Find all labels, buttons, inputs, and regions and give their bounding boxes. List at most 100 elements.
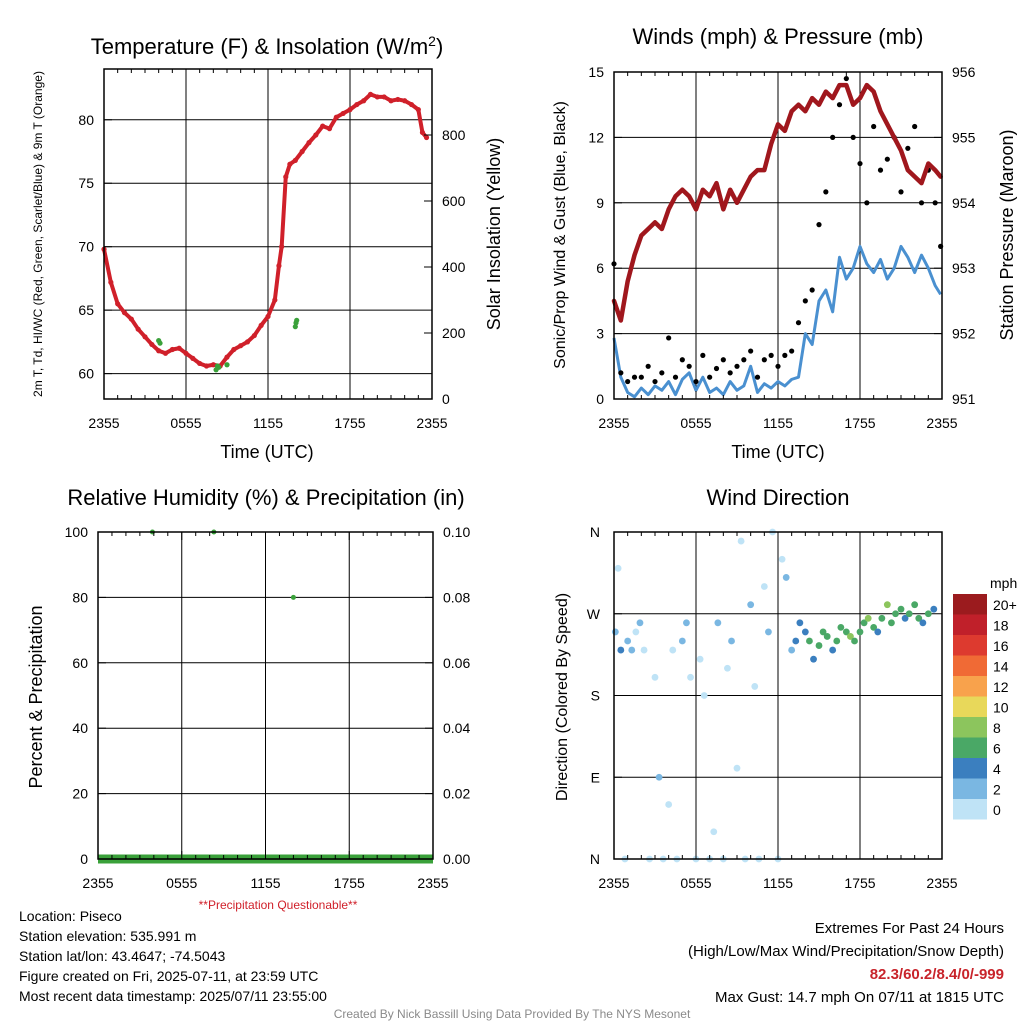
- gust-point: [700, 352, 706, 358]
- winddir-point: [765, 628, 772, 636]
- winddir-point: [833, 637, 841, 645]
- insolation-y2-tick-label: 200: [442, 325, 466, 341]
- gust-point: [884, 156, 890, 162]
- gust-point: [768, 352, 774, 358]
- gust-point: [782, 352, 788, 358]
- gust-point: [775, 363, 781, 369]
- temperature-point: [231, 346, 237, 353]
- humidity-title: Relative Humidity (%) & Precipitation (i…: [67, 485, 464, 510]
- winddir-point: [687, 673, 694, 681]
- temperature-point: [272, 297, 278, 303]
- gust-point: [659, 370, 665, 376]
- gust-point: [666, 335, 672, 341]
- temperature-point: [333, 114, 339, 120]
- winddir-title: Wind Direction: [706, 485, 849, 510]
- temperature-point: [265, 313, 271, 320]
- gust-point: [741, 357, 747, 363]
- precip-y2-tick-label: 0.06: [443, 655, 470, 671]
- pressure-y2-tick-label: 954: [952, 195, 976, 211]
- gust-point: [912, 123, 918, 130]
- winddir-point: [728, 637, 735, 645]
- temperature-point: [279, 244, 285, 250]
- temperature-point: [128, 316, 134, 322]
- legend-label: 20+: [993, 597, 1017, 613]
- winddir-y-tick-label: N: [590, 851, 600, 867]
- temperature-point: [419, 129, 426, 136]
- winds-y-tick-label: 12: [588, 129, 604, 145]
- recent-data-text: Most recent data timestamp: 2025/07/11 2…: [19, 988, 327, 1004]
- temperature-panel: Temperature (F) & Insolation (W/m2) 2355…: [31, 33, 504, 462]
- insolation-y2-tick-label: 800: [442, 127, 466, 143]
- extremes-title: Extremes For Past 24 Hours: [814, 920, 1004, 937]
- gust-point: [864, 200, 870, 206]
- legend-label: 12: [993, 679, 1009, 695]
- winddir-point: [778, 555, 786, 563]
- temperature-x-tick-label: 2355: [416, 415, 447, 431]
- pressure-y2-tick-label: 951: [952, 391, 976, 407]
- humidity-x-tick-label: 1155: [250, 875, 280, 891]
- winddir-point: [733, 764, 741, 772]
- legend-swatch: [953, 614, 987, 635]
- winddir-point: [864, 614, 872, 622]
- latlon-text: Station lat/lon: 43.4647; -74.5043: [19, 948, 226, 964]
- temperature-title: Temperature (F) & Insolation (W/m2): [91, 33, 444, 59]
- winddir-point: [860, 619, 868, 627]
- winds-x-tick-label: 2355: [598, 415, 629, 431]
- temperature-y-tick-label: 80: [78, 112, 94, 128]
- pressure-y2-tick-label: 955: [952, 129, 976, 145]
- winddir-point: [815, 642, 823, 649]
- insolation-ylabel: Solar Insolation (Yellow): [484, 138, 504, 330]
- winddir-point: [847, 633, 854, 640]
- gust-point: [618, 370, 624, 376]
- temperature-point: [162, 350, 169, 356]
- temperature-point: [135, 326, 141, 332]
- station-info: Location: Piseco Station elevation: 535.…: [19, 906, 327, 1006]
- winddir-point: [819, 628, 827, 636]
- winddir-x-tick-label: 0555: [680, 875, 711, 891]
- legend-swatch: [953, 696, 987, 717]
- temperature-point: [190, 355, 196, 361]
- winddir-x-tick-label: 2355: [598, 875, 629, 891]
- temperature-x-tick-label: 1755: [334, 415, 365, 431]
- winddir-point: [883, 601, 891, 609]
- winddir-point: [760, 583, 768, 590]
- legend-label: 0: [993, 802, 1001, 818]
- winds-grid: [614, 72, 942, 399]
- gust-point: [645, 363, 651, 369]
- precip-questionable-note: **Precipitation Questionable**: [199, 898, 358, 912]
- temperature-point: [115, 301, 121, 307]
- gust-point: [720, 357, 726, 363]
- legend-swatch: [953, 778, 987, 799]
- temperature-point: [306, 140, 312, 146]
- temperature-point: [326, 126, 333, 132]
- winddir-point: [751, 683, 759, 690]
- winddir-point: [614, 564, 622, 572]
- gust-point: [809, 287, 815, 293]
- temperature-point: [258, 322, 264, 328]
- temperature-point: [197, 360, 203, 367]
- gust-point: [672, 374, 679, 380]
- gust-point: [652, 378, 658, 385]
- humidity-y-tick-label: 100: [65, 524, 89, 540]
- temperature-point: [367, 91, 374, 97]
- temperature-point: [381, 94, 387, 100]
- winds-y-tick-label: 15: [588, 64, 604, 80]
- gust-point: [625, 378, 631, 385]
- temperature-point: [299, 148, 305, 155]
- temperature-line: [102, 92, 429, 368]
- winddir-point: [905, 610, 913, 618]
- legend-label: 10: [993, 700, 1009, 716]
- extremes-subtitle: (High/Low/Max Wind/Precipitation/Snow De…: [688, 943, 1004, 960]
- temperature-point: [347, 107, 353, 113]
- winddir-point: [611, 628, 619, 636]
- gust-point: [707, 374, 713, 380]
- gust-point: [631, 374, 638, 380]
- winds-ylabel: Sonic/Prop Wind & Gust (Blue, Black): [552, 101, 569, 369]
- winds-y-tick-label: 6: [596, 260, 604, 276]
- temperature-point: [176, 345, 182, 351]
- winddir-point: [655, 773, 663, 781]
- winddir-point: [617, 646, 625, 654]
- winddir-point: [640, 646, 648, 654]
- gust-point: [754, 374, 761, 380]
- winddir-point: [724, 664, 731, 672]
